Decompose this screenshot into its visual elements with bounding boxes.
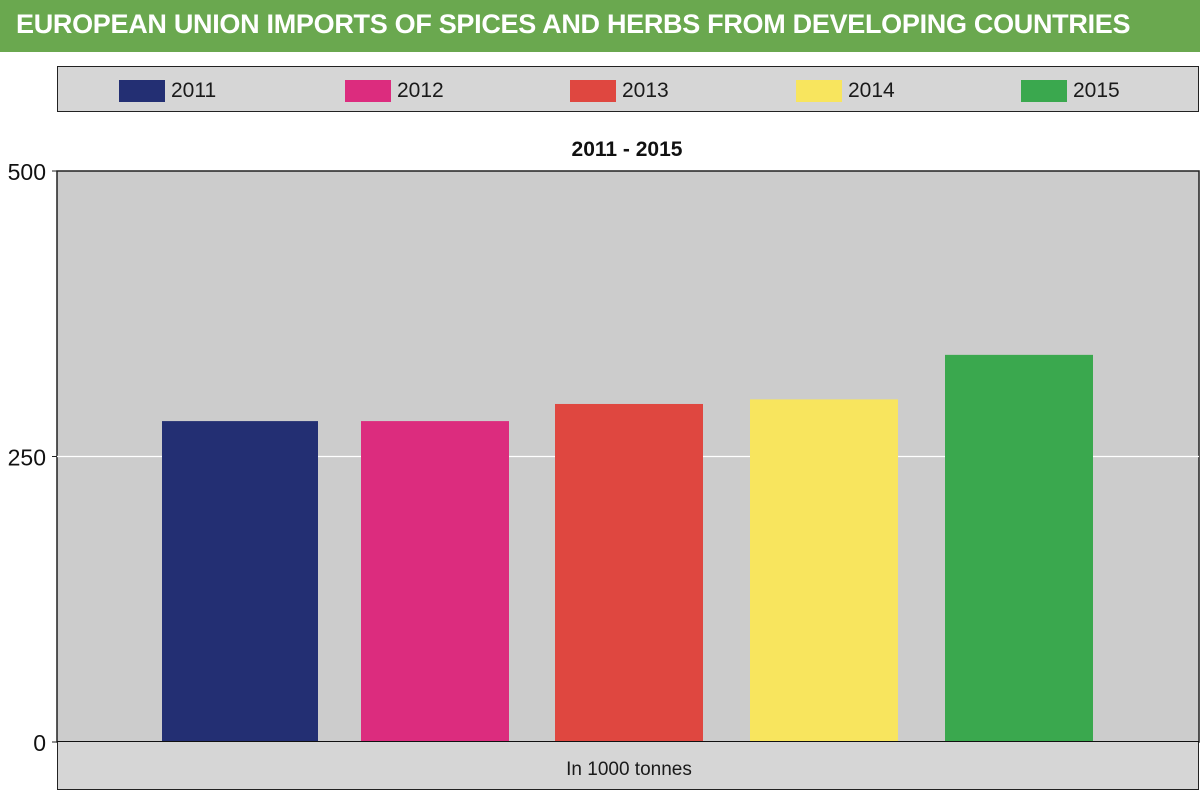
x-axis-label-box: In 1000 tonnes [57,742,1199,790]
legend-label-2015: 2015 [1073,79,1120,102]
legend-swatch-2012 [345,80,391,102]
page-title: EUROPEAN UNION IMPORTS OF SPICES AND HER… [16,9,1131,39]
chart-legend: 2011 2012 2013 2014 2015 [57,66,1199,112]
bar-2013 [555,403,703,742]
bar-2011 [162,421,318,742]
x-axis-label: In 1000 tonnes [566,759,692,780]
bar-2015 [945,354,1093,742]
legend-label-2014: 2014 [848,79,895,102]
legend-swatch-2013 [570,80,616,102]
bar-2014 [750,399,898,742]
legend-label-2013: 2013 [622,79,669,102]
legend-swatch-2011 [119,80,165,102]
legend-swatch-2014 [796,80,842,102]
y-tick-label: 250 [8,445,46,471]
header-banner: EUROPEAN UNION IMPORTS OF SPICES AND HER… [0,0,1200,52]
legend-label-2012: 2012 [397,79,444,102]
legend-swatch-2015 [1021,80,1067,102]
bar-2012 [361,421,509,742]
y-tick-label: 0 [33,730,46,756]
y-tick-label: 500 [8,159,46,185]
legend-label-2011: 2011 [171,79,217,102]
